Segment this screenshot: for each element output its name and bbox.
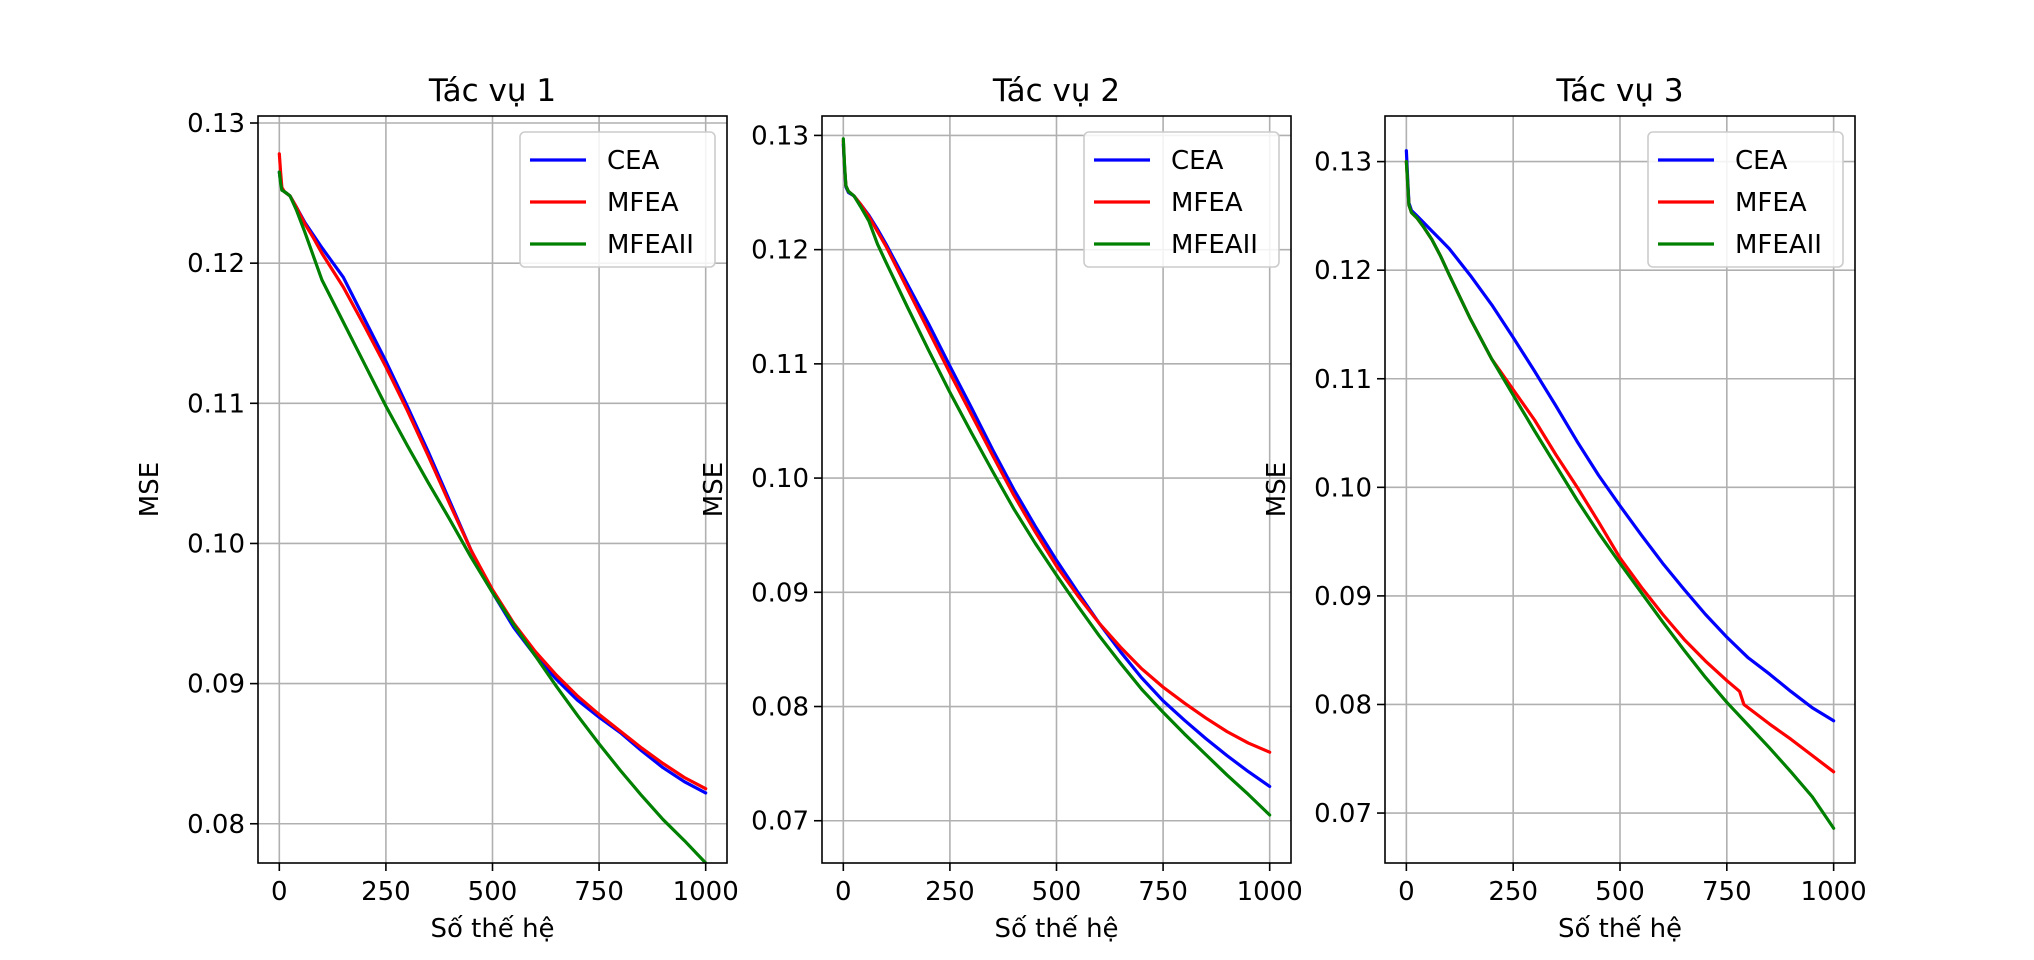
x-tick-label: 250 [361, 877, 411, 907]
y-tick-label: 0.11 [187, 389, 245, 419]
legend-label: CEA [1735, 146, 1788, 176]
x-axis-label: Số thế hệ [994, 914, 1118, 944]
legend: CEA MFEA MFEAII [1647, 131, 1844, 268]
chart-panel-3: 0 250 500 750 1000 0.07 0.08 0.09 0.10 0.11 0.12 0.… [1262, 73, 1867, 944]
series-line-mfeaii [1404, 160, 1836, 830]
legend-label: MFEA [1171, 188, 1243, 218]
x-tick-label: 750 [1138, 877, 1188, 907]
y-axis-label: MSE [1262, 462, 1292, 517]
legend: CEA MFEA MFEAII [519, 131, 716, 268]
y-tick-label: 0.09 [187, 670, 245, 700]
y-tick-label: 0.10 [751, 464, 809, 494]
legend-box [1083, 131, 1280, 268]
y-tick-label: 0.10 [1314, 473, 1372, 503]
legend-box [519, 131, 716, 268]
y-tick-label: 0.12 [187, 249, 245, 279]
chart-panel-1: 0 250 500 750 1000 0.08 0.09 0.10 0.11 0.12 0.13 Tá… [135, 73, 739, 944]
x-axis-label: Số thế hệ [430, 914, 554, 944]
x-tick-label: 0 [1398, 877, 1415, 907]
x-tick-label: 500 [1595, 877, 1645, 907]
x-tick-label: 1000 [673, 877, 739, 907]
series-group [277, 152, 708, 863]
chart-title: Tác vụ 2 [992, 73, 1120, 109]
x-tick-label: 750 [574, 877, 624, 907]
y-tick-label: 0.13 [187, 109, 245, 139]
y-tick-label: 0.08 [187, 810, 245, 840]
y-tick-label: 0.08 [1314, 690, 1372, 720]
series-line-mfeaii [277, 170, 708, 863]
y-tick-label: 0.11 [751, 350, 809, 380]
chart-panel-2: 0 250 500 750 1000 0.07 0.08 0.09 0.10 0.11 0.12 0.… [699, 73, 1303, 944]
legend-label: CEA [1171, 146, 1224, 176]
y-tick-label: 0.13 [1314, 148, 1372, 178]
chart-title: Tác vụ 1 [428, 73, 556, 109]
legend-label: MFEA [607, 188, 679, 218]
y-tick-label: 0.13 [751, 121, 809, 151]
legend-label: MFEAII [607, 230, 694, 260]
series-line-cea [1404, 149, 1836, 723]
legend-label: MFEAII [1171, 230, 1258, 260]
x-tick-label: 500 [468, 877, 518, 907]
chart-title: Tác vụ 3 [1555, 73, 1683, 109]
y-tick-label: 0.12 [751, 236, 809, 266]
series-line-mfeaii [841, 137, 1272, 817]
legend-label: CEA [607, 146, 660, 176]
x-axis-label: Số thế hệ [1558, 914, 1682, 944]
legend: CEA MFEA MFEAII [1083, 131, 1280, 268]
x-tick-label: 0 [835, 877, 852, 907]
y-tick-label: 0.07 [1314, 799, 1372, 829]
x-tick-label: 1000 [1801, 877, 1867, 907]
y-tick-label: 0.10 [187, 529, 245, 559]
series-group [1404, 149, 1836, 830]
x-tick-label: 750 [1702, 877, 1752, 907]
legend-label: MFEA [1735, 188, 1807, 218]
y-tick-label: 0.12 [1314, 256, 1372, 286]
x-tick-label: 250 [1488, 877, 1538, 907]
x-tick-label: 500 [1032, 877, 1082, 907]
legend-box [1647, 131, 1844, 268]
y-tick-label: 0.07 [751, 807, 809, 837]
y-tick-label: 0.11 [1314, 365, 1372, 395]
y-tick-label: 0.09 [1314, 582, 1372, 612]
legend-label: MFEAII [1735, 230, 1822, 260]
x-tick-label: 0 [271, 877, 288, 907]
y-axis-label: MSE [135, 462, 165, 517]
x-tick-label: 1000 [1237, 877, 1303, 907]
y-tick-label: 0.08 [751, 693, 809, 723]
y-tick-label: 0.09 [751, 578, 809, 608]
y-axis-label: MSE [699, 462, 729, 517]
series-group [841, 137, 1272, 817]
x-tick-label: 250 [925, 877, 975, 907]
